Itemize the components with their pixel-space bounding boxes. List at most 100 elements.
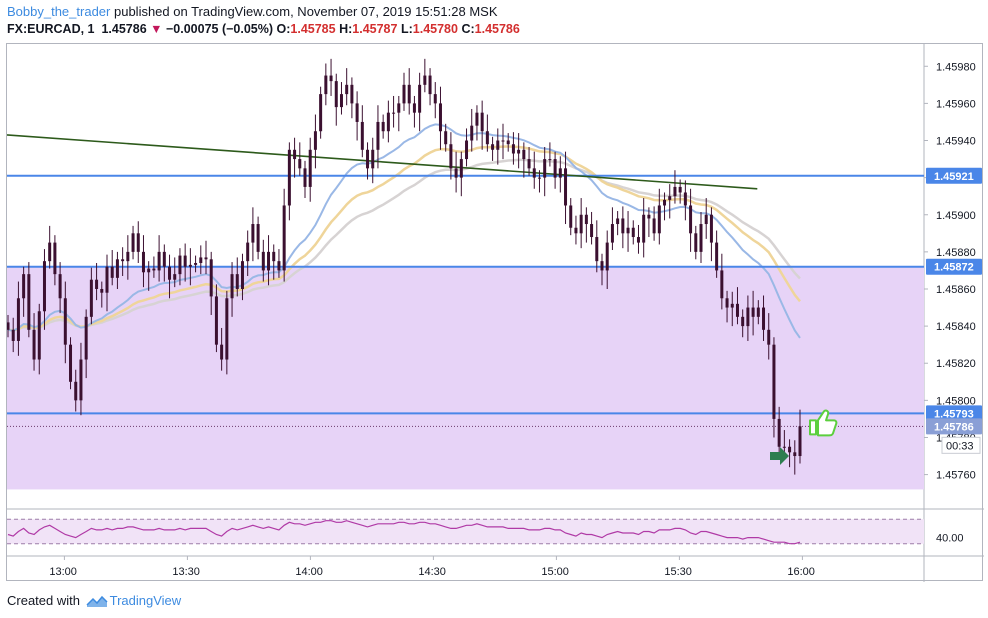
candle-body [360, 121, 364, 150]
candle-body [496, 140, 500, 150]
candle-body [74, 381, 78, 401]
candle-body [506, 140, 510, 145]
time-tick-label: 13:00 [49, 566, 77, 578]
arrow-right-icon [770, 447, 789, 466]
candle-body [428, 75, 432, 95]
close-label: C: [461, 22, 475, 36]
time-tick-label: 15:00 [541, 566, 569, 578]
candle-body [579, 214, 583, 234]
candle-body [720, 270, 724, 299]
price-tick-label: 1.45760 [936, 470, 976, 482]
candle-body [522, 149, 526, 160]
candle-body [355, 103, 359, 122]
candle-body [173, 274, 177, 280]
candle-body [777, 418, 781, 447]
price-tick-label: 1.45820 [936, 358, 976, 370]
level-tag-2: 1.45793 [934, 408, 974, 420]
candle-body [438, 103, 442, 132]
trendline [7, 134, 758, 190]
oscillator-line [7, 520, 801, 545]
candle-body [277, 261, 281, 271]
candle-body [397, 103, 401, 113]
candle-body [511, 144, 515, 154]
candle-body [79, 359, 83, 401]
candle-body [235, 274, 239, 289]
candle-body [267, 251, 271, 271]
time-tick-label: 13:30 [172, 566, 200, 578]
candle-body [689, 205, 693, 234]
candle-body [444, 131, 448, 145]
candle-body [564, 168, 568, 206]
candle-body [610, 224, 614, 243]
candle-body [381, 121, 385, 132]
candle-body [183, 255, 187, 267]
candle-body [751, 307, 755, 317]
candle-body [798, 426, 802, 457]
low-label: L: [400, 22, 413, 36]
candle-body [652, 218, 656, 234]
candle-body [319, 94, 323, 132]
author-name[interactable]: Bobby_the_trader [7, 4, 111, 19]
level-tag-1-bg [926, 258, 982, 275]
current-price-tag: 1.45786 [934, 421, 974, 433]
candle-body [553, 159, 557, 178]
last-price: 1.45786 [101, 22, 147, 36]
candle-body [574, 227, 578, 234]
candle-body [678, 186, 682, 193]
open-label: O: [276, 22, 291, 36]
candle-body [465, 140, 469, 160]
candle-body [298, 159, 302, 169]
candles [7, 58, 802, 475]
candle-body [261, 251, 265, 271]
candle-body [63, 298, 67, 345]
candle-body [209, 259, 213, 297]
candle-body [756, 307, 760, 317]
candle-body [131, 233, 135, 252]
published-info: published on TradingView.com, November 0… [113, 4, 498, 19]
ohlc-legend: FX:EURCAD, 1 1.45786 ▼ −0.00075 (−0.05%)… [7, 22, 520, 36]
thumbs-up-icon [809, 409, 838, 437]
candle-body [303, 168, 307, 187]
candle-body [683, 192, 687, 206]
candle-body [767, 329, 771, 345]
candle-body [339, 94, 343, 108]
candle-body [595, 237, 599, 262]
price-tick-label: 1.45880 [936, 247, 976, 259]
candle-body [371, 149, 375, 169]
ma-grey-line [7, 158, 801, 332]
oscillator-band [7, 519, 924, 544]
candle-body [194, 263, 198, 265]
candle-body [37, 311, 41, 360]
chart-frame[interactable]: 40.001.457601.457801.458001.458201.45840… [6, 43, 984, 582]
level-tag-2-bg [926, 405, 982, 422]
low-value: 1.45780 [412, 22, 458, 36]
candle-body [168, 266, 172, 280]
candle-body [53, 242, 57, 275]
candle-body [89, 279, 93, 317]
publication-header: Bobby_the_trader published on TradingVie… [7, 4, 497, 19]
oscillator-tick-label: 40.00 [936, 533, 964, 545]
price-tick-label: 1.45900 [936, 210, 976, 222]
candle-body [69, 344, 73, 382]
candle-body [199, 257, 203, 264]
time-tick-label: 15:30 [664, 566, 692, 578]
candle-body [616, 218, 620, 225]
candle-body [48, 242, 52, 262]
candle-body [527, 159, 531, 169]
candle-body [282, 205, 286, 271]
candle-body [663, 199, 667, 206]
price-tick-label: 1.45940 [936, 136, 976, 148]
price-chart[interactable]: 40.001.457601.457801.458001.458201.45840… [7, 44, 984, 582]
footer: Created with TradingView [7, 593, 181, 608]
candle-body [105, 266, 109, 293]
candle-body [350, 84, 354, 104]
candle-body [251, 224, 255, 243]
candle-body [605, 242, 609, 271]
tradingview-link[interactable]: TradingView [109, 593, 182, 608]
candle-body [709, 214, 713, 243]
open-value: 1.45785 [290, 22, 336, 36]
candle-body [668, 196, 672, 200]
candle-body [22, 274, 26, 299]
candle-body [631, 227, 635, 238]
down-arrow-icon: ▼ [150, 22, 163, 36]
